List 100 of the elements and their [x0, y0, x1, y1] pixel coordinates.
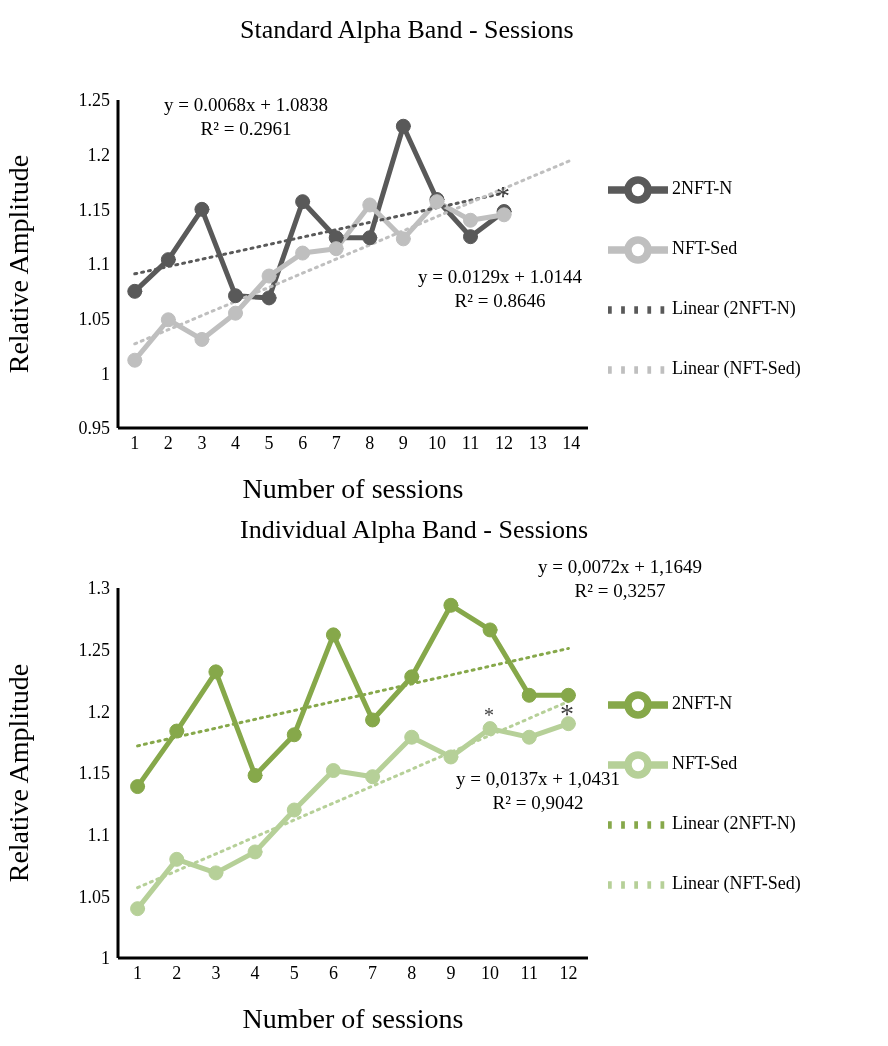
x-tick-label: 10	[481, 962, 500, 983]
legend-label: 2NFT-N	[672, 178, 733, 199]
x-tick-label: 12	[559, 962, 578, 983]
point	[404, 669, 420, 685]
point	[521, 729, 537, 745]
point	[443, 749, 459, 765]
point	[362, 197, 378, 213]
y-axis-title: Relative Amplitude	[2, 663, 34, 883]
x-tick-label: 9	[446, 962, 456, 983]
y-tick-label: 1.25	[78, 640, 110, 661]
chart-title: Individual Alpha Band - Sessions	[239, 514, 590, 546]
point	[208, 865, 224, 881]
legend-label: Linear (NFT-Sed)	[672, 873, 801, 894]
text: y = 0,0072x + 1,1649	[538, 556, 702, 578]
point	[365, 712, 381, 728]
legend-label: NFT-Sed	[672, 753, 738, 774]
x-tick-label: 14	[562, 432, 581, 453]
legend-label: Linear (2NFT-N)	[672, 298, 796, 319]
y-tick-label: 0.95	[78, 418, 110, 439]
x-tick-label: 5	[289, 962, 299, 983]
y-tick-label: 1.2	[87, 701, 110, 722]
y-tick-label: 1.05	[78, 309, 110, 330]
annotation: R² = 0,9042	[492, 792, 584, 814]
annotation: y = 0.0129x + 1.0144	[418, 266, 582, 288]
x-tick-label: 2	[163, 432, 173, 453]
point	[169, 723, 185, 739]
x-tick-label: 6	[328, 962, 338, 983]
annotation: R² = 0,3257	[574, 580, 666, 602]
x-tick-label: 13	[528, 432, 547, 453]
x-tick-label: 2	[172, 962, 182, 983]
point	[160, 252, 176, 268]
point	[560, 687, 576, 703]
point	[194, 201, 210, 217]
point	[325, 627, 341, 643]
legend-label: 2NFT-N	[672, 693, 733, 714]
point	[261, 290, 277, 306]
point	[130, 779, 146, 795]
point	[463, 229, 478, 245]
annotation: R² = 0.2961	[200, 118, 292, 140]
x-tick-label: 3	[197, 432, 207, 453]
legend-label: Linear (NFT-Sed)	[672, 358, 801, 379]
y-tick-label: 1.1	[87, 254, 110, 275]
point	[395, 118, 411, 134]
point	[362, 230, 378, 246]
y-tick-label: 1.1	[87, 825, 110, 846]
point	[295, 194, 311, 210]
point	[560, 716, 576, 732]
x-tick-label: 11	[461, 432, 480, 453]
y-axis-title: Relative Amplitude	[2, 154, 34, 374]
point	[521, 687, 537, 703]
x-tick-label: 9	[398, 432, 408, 453]
annotation: *	[560, 698, 574, 730]
x-tick-label: 1	[133, 962, 143, 983]
y-tick-label: 1	[101, 948, 110, 969]
x-tick-label: 7	[368, 962, 378, 983]
point	[247, 844, 263, 860]
x-tick-label: 8	[365, 432, 375, 453]
x-tick-label: 4	[250, 962, 260, 983]
point	[228, 288, 243, 304]
point	[325, 763, 341, 779]
point	[482, 622, 498, 638]
point	[286, 802, 302, 818]
x-tick-label: 4	[231, 432, 240, 453]
x-tick-label: 3	[211, 962, 221, 983]
point	[160, 312, 176, 328]
y-tick-label: 1.25	[78, 90, 110, 111]
point	[443, 597, 459, 613]
y-tick-label: 1.05	[78, 886, 110, 907]
y-tick-label: 1.15	[78, 199, 110, 220]
point	[482, 721, 498, 737]
y-tick-label: 1.2	[87, 145, 110, 166]
y-tick-label: 1.3	[87, 578, 110, 599]
point	[127, 283, 143, 299]
point	[395, 231, 411, 247]
x-tick-label: 11	[520, 962, 538, 983]
annotation: *	[496, 180, 510, 212]
annotation: y = 0,0137x + 1,0431	[456, 768, 620, 790]
legend-label: NFT-Sed	[672, 238, 738, 259]
y-tick-label: 1.15	[78, 763, 110, 784]
chart-title: Standard Alpha Band - Sessions	[239, 14, 575, 46]
point	[228, 305, 243, 321]
x-tick-label: 12	[495, 432, 514, 453]
x-axis-title: Number of sessions	[242, 1003, 464, 1034]
point	[208, 664, 224, 680]
point	[463, 212, 478, 228]
point	[404, 729, 420, 745]
annotation: y = 0.0068x + 1.0838	[164, 94, 328, 116]
x-tick-label: 8	[407, 962, 417, 983]
legend-label: Linear (2NFT-N)	[672, 813, 796, 834]
x-tick-label: 6	[298, 432, 308, 453]
point	[169, 851, 185, 867]
x-tick-label: 5	[264, 432, 274, 453]
annotation: R² = 0.8646	[454, 290, 546, 312]
annotation: *	[484, 704, 494, 727]
x-axis-title: Number of sessions	[242, 473, 464, 504]
x-tick-label: 10	[427, 432, 446, 453]
point	[194, 331, 210, 347]
x-tick-label: 7	[331, 432, 341, 453]
point	[295, 245, 311, 261]
point	[365, 769, 381, 785]
